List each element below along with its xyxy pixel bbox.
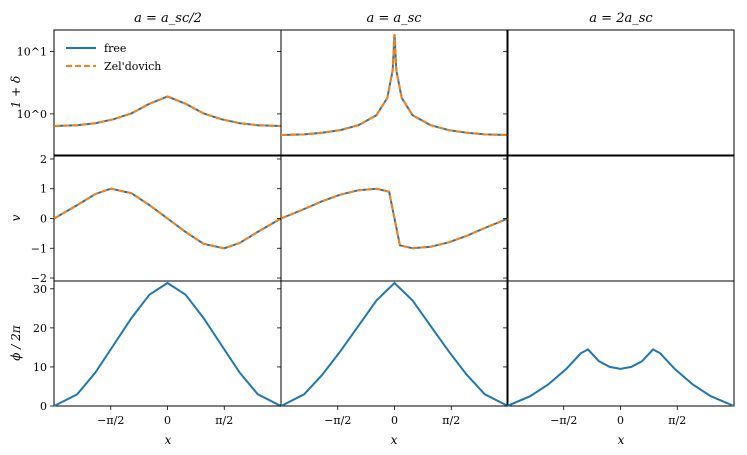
- xlabel-col1: x: [165, 433, 172, 447]
- xtick-label-c2-1: 0: [617, 414, 624, 427]
- legend: free Zel'dovich: [66, 42, 161, 73]
- legend-zeldovich-label: Zel'dovich: [104, 60, 161, 73]
- xtick-label-c1-0: −π/2: [324, 414, 351, 427]
- xlabel-col2: x: [391, 433, 398, 447]
- ytick-label-r1-1: −1: [31, 242, 47, 255]
- ylabel-velocity: v: [9, 214, 23, 221]
- xtick-label-c1-2: π/2: [442, 414, 460, 427]
- series-free-r2-c2: [506, 348, 735, 407]
- series-zeldovich-r1-c1: [280, 187, 509, 250]
- ylabel-density: 1 + δ: [9, 76, 23, 109]
- axes-r1-c2: [506, 155, 735, 282]
- ytick-label-r1-2: 0: [40, 213, 47, 226]
- column-title-2: a = a_sc: [366, 11, 422, 26]
- ytick-label-r0-1: 10^1: [17, 45, 47, 58]
- ytick-label-r0-0: 10^0: [17, 108, 47, 121]
- axes-r2-c2: [506, 280, 735, 407]
- xtick-label-c0-2: π/2: [215, 414, 233, 427]
- series-zeldovich-r0-c0: [54, 95, 281, 127]
- ytick-label-r2-0: 0: [40, 400, 47, 413]
- column-title-3: a = 2a_sc: [589, 11, 653, 26]
- ytick-label-r2-3: 30: [33, 283, 47, 296]
- xtick-label-c0-1: 0: [164, 414, 171, 427]
- axes-r2-c0: [53, 280, 282, 407]
- xlabel-col3: x: [618, 433, 625, 447]
- xtick-label-c2-0: −π/2: [550, 414, 577, 427]
- ytick-label-r2-1: 10: [33, 361, 47, 374]
- series-free-r2-c0: [53, 281, 282, 407]
- ytick-label-r1-3: 1: [40, 183, 47, 196]
- ytick-label-r1-0: −2: [31, 272, 47, 285]
- column-title-1: a = a_sc/2: [134, 11, 202, 26]
- series-zeldovich-r0-c1: [281, 33, 508, 136]
- legend-free-label: free: [104, 42, 126, 55]
- xtick-label-c2-2: π/2: [668, 414, 686, 427]
- xtick-label-c1-1: 0: [391, 414, 398, 427]
- series-zeldovich-r1-c0: [53, 187, 282, 250]
- ylabel-potential: ϕ / 2π: [9, 324, 23, 360]
- ytick-label-r2-2: 20: [33, 322, 47, 335]
- axes-r0-c2: [506, 29, 735, 156]
- ytick-label-r1-4: 2: [40, 153, 47, 166]
- series-free-r0-c0: [54, 95, 281, 127]
- xtick-label-c0-0: −π/2: [97, 414, 124, 427]
- axes-r0-c1: [280, 29, 509, 156]
- axes-r2-c1: [280, 280, 509, 407]
- series-free-r2-c1: [280, 281, 509, 407]
